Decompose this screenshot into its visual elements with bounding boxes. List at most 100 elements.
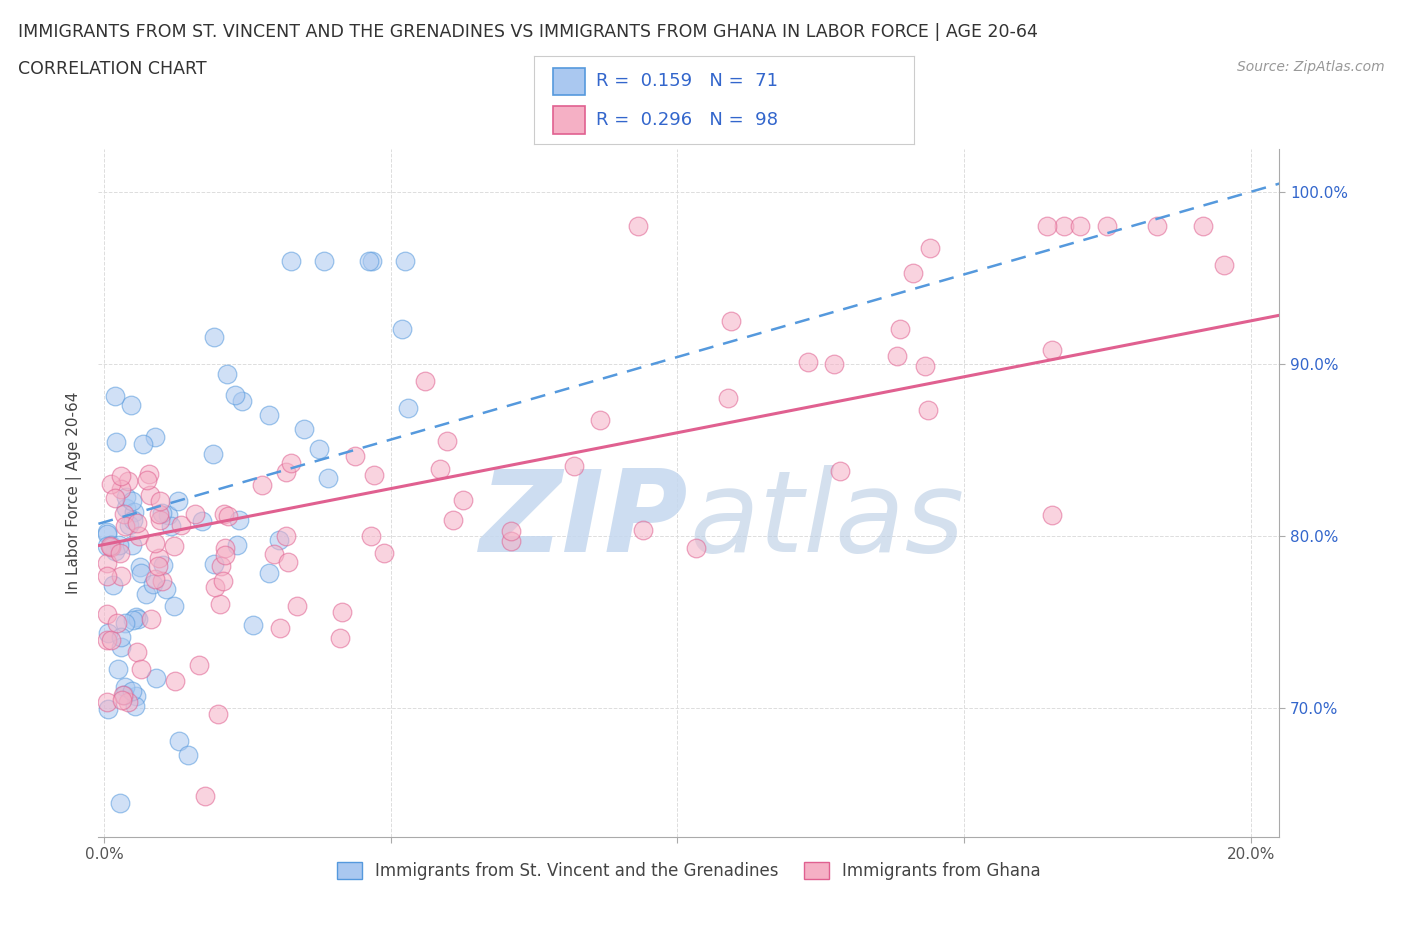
Point xyxy=(117,473,139,488)
Point xyxy=(257,566,280,581)
Point xyxy=(391,322,413,337)
Point xyxy=(128,528,150,543)
Point xyxy=(194,789,217,804)
Point xyxy=(1053,219,1076,233)
Point xyxy=(142,577,165,591)
Point xyxy=(104,388,127,403)
Point xyxy=(156,508,179,523)
Point xyxy=(269,621,291,636)
Point xyxy=(363,467,385,482)
Point xyxy=(150,574,173,589)
Point xyxy=(111,692,134,707)
Point xyxy=(1036,219,1059,233)
Point xyxy=(121,538,143,552)
Point xyxy=(105,435,128,450)
Point xyxy=(117,695,139,710)
Point xyxy=(121,494,143,509)
Point xyxy=(120,397,142,412)
Point xyxy=(797,354,820,369)
Point xyxy=(209,559,232,574)
Point xyxy=(108,538,131,552)
Point xyxy=(685,540,707,555)
Point xyxy=(1095,219,1118,233)
Point xyxy=(125,610,148,625)
Point xyxy=(152,506,174,521)
Point xyxy=(823,357,845,372)
Point xyxy=(269,533,291,548)
Point xyxy=(501,524,523,538)
Text: ZIP: ZIP xyxy=(481,465,689,576)
Point xyxy=(226,538,249,553)
Point xyxy=(184,507,207,522)
Point xyxy=(917,403,939,418)
Bar xyxy=(553,68,585,96)
Point xyxy=(215,366,238,381)
Point xyxy=(155,581,177,596)
Point xyxy=(139,611,162,626)
Point xyxy=(187,658,209,672)
Point xyxy=(124,698,146,713)
Point xyxy=(100,632,122,647)
Point xyxy=(97,626,120,641)
Point xyxy=(889,321,911,336)
Point xyxy=(143,572,166,587)
Point xyxy=(316,471,339,485)
Point xyxy=(274,529,297,544)
Point xyxy=(208,597,231,612)
Point xyxy=(277,554,299,569)
Point xyxy=(114,680,136,695)
Point xyxy=(104,544,127,559)
Point xyxy=(122,504,145,519)
Point xyxy=(1069,219,1091,233)
Point xyxy=(114,616,136,631)
Point xyxy=(129,566,152,581)
Point xyxy=(394,253,416,268)
Bar xyxy=(553,106,585,134)
Point xyxy=(163,538,186,553)
Point xyxy=(207,706,229,721)
Point xyxy=(146,558,169,573)
Text: IMMIGRANTS FROM ST. VINCENT AND THE GRENADINES VS IMMIGRANTS FROM GHANA IN LABOR: IMMIGRANTS FROM ST. VINCENT AND THE GREN… xyxy=(18,23,1038,41)
Point xyxy=(162,599,184,614)
Point xyxy=(627,219,650,233)
Point xyxy=(108,546,131,561)
Text: R =  0.159   N =  71: R = 0.159 N = 71 xyxy=(596,73,778,90)
Point xyxy=(263,546,285,561)
Text: atlas: atlas xyxy=(689,465,965,576)
Point xyxy=(96,694,118,709)
Point xyxy=(589,413,612,428)
Point xyxy=(308,442,330,457)
Point xyxy=(217,509,239,524)
Point xyxy=(110,482,132,497)
Point xyxy=(451,493,474,508)
Point xyxy=(274,464,297,479)
Point xyxy=(1040,342,1063,357)
Point xyxy=(176,748,198,763)
Text: Source: ZipAtlas.com: Source: ZipAtlas.com xyxy=(1237,60,1385,74)
Point xyxy=(886,349,908,364)
Point xyxy=(441,512,464,527)
Point xyxy=(145,671,167,686)
Point xyxy=(312,253,335,268)
Point xyxy=(143,430,166,445)
Point xyxy=(360,528,382,543)
Point xyxy=(143,535,166,550)
Point xyxy=(344,449,367,464)
Text: CORRELATION CHART: CORRELATION CHART xyxy=(18,60,207,78)
Point xyxy=(128,560,150,575)
Point xyxy=(201,446,224,461)
Point xyxy=(190,513,212,528)
Point xyxy=(330,604,353,619)
Point xyxy=(148,551,170,565)
Point xyxy=(360,253,382,268)
Point xyxy=(1040,508,1063,523)
Point xyxy=(125,516,148,531)
Point xyxy=(499,534,522,549)
Point xyxy=(111,688,134,703)
Point xyxy=(214,540,236,555)
Point xyxy=(415,374,437,389)
Y-axis label: In Labor Force | Age 20-64: In Labor Force | Age 20-64 xyxy=(66,392,83,594)
Point xyxy=(214,548,236,563)
Point xyxy=(114,489,136,504)
Point xyxy=(127,611,149,626)
